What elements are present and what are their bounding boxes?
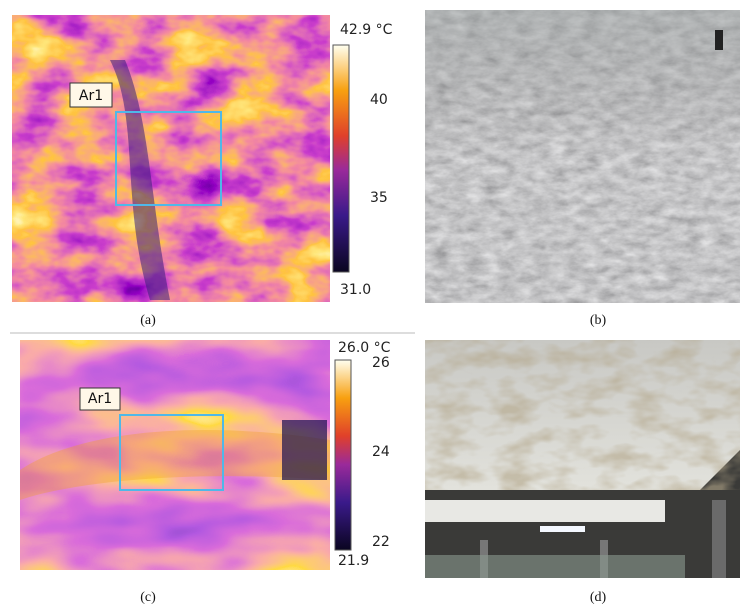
scale-max: 42.9 °C [340,22,393,38]
light [540,526,585,532]
roi-label: Ar1 [88,391,112,407]
scale-max: 26.0 °C [338,340,391,356]
roof-object [715,30,723,50]
column [712,500,726,578]
scale-tick: 24 [372,444,390,460]
scale-tick: 40 [370,92,388,108]
scale-min: 21.9 [338,553,369,569]
thermal-image [12,15,330,302]
beam [425,500,665,522]
ceiling-stains [425,340,740,490]
scale-tick: 26 [372,355,390,371]
background [425,555,685,578]
color-bar [335,360,351,550]
caption: (a) [140,313,156,328]
caption: (c) [140,590,156,605]
photo-haze [425,10,740,303]
roi-label: Ar1 [79,88,103,104]
color-bar [333,45,349,272]
thermal-cold-spot [282,420,327,480]
scale-tick: 22 [372,534,390,550]
caption: (d) [590,590,607,605]
caption: (b) [590,313,607,328]
scale-min: 31.0 [340,282,371,298]
figure: Ar1 42.9 °C 40 35 31.0 (a) (b) Ar1 26.0 … [0,0,742,607]
scale-tick: 35 [370,190,388,206]
